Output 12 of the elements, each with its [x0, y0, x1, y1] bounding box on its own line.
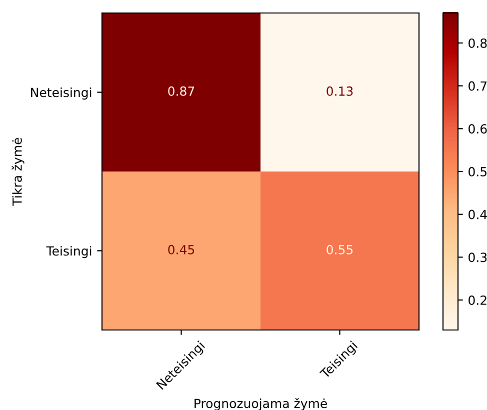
color-bar-label: 0.2	[468, 295, 486, 305]
data-label: 0.87	[168, 86, 194, 96]
color-bar-label: 0.5	[468, 166, 487, 176]
data-label: 0.13	[326, 86, 353, 96]
color-bar-label: 0.4	[468, 210, 487, 220]
y-axis-title: Tikra žymė	[12, 138, 24, 206]
color-bar-label: 0.7	[468, 81, 487, 91]
data-label: 0.45	[168, 244, 194, 254]
data-label: 0.55	[326, 244, 353, 254]
color-bar-label: 0.3	[468, 252, 487, 262]
color-bar-label: 0.8	[468, 38, 487, 48]
color-bar-label: 0.6	[468, 124, 487, 134]
